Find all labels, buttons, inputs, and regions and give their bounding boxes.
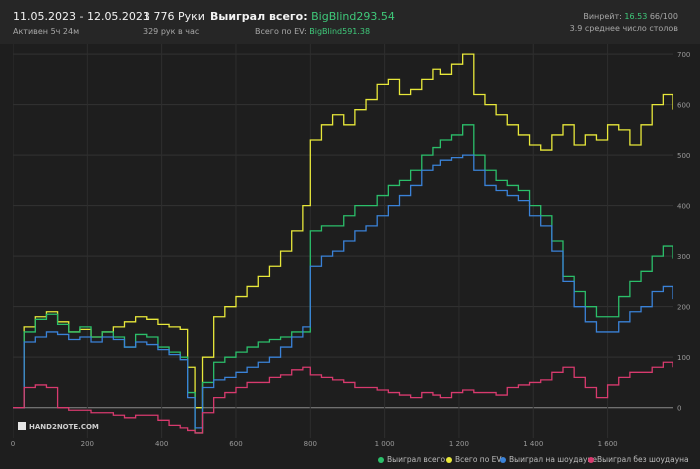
- dot-icon: [446, 457, 452, 463]
- dot-icon: [500, 457, 506, 463]
- dot-icon: [588, 457, 594, 463]
- hand2note-logo: HAND2NOTE.COM: [18, 422, 99, 431]
- winrate-value: 16.53: [624, 12, 648, 21]
- x-tick-label: 1 600: [598, 440, 618, 448]
- legend-item-ev[interactable]: Всего по EV: [446, 455, 502, 464]
- ev-value: BigBlind591.38: [309, 27, 371, 36]
- ev-label: Всего по EV:: [255, 27, 307, 36]
- x-ticks: 0 200 400 600 800 1 000 1 200 1 400 1 600: [11, 440, 618, 448]
- legend-label: Выиграл всего: [387, 455, 446, 464]
- plot-area: [12, 44, 674, 438]
- legend-label: Выиграл на шоудауне: [509, 455, 597, 464]
- winrate: Винрейт: 16.53 66/100: [583, 12, 678, 21]
- legend-label: Всего по EV: [455, 455, 502, 464]
- y-tick-label: 600: [677, 102, 690, 110]
- x-tick-label: 600: [229, 440, 242, 448]
- y-tick-label: 300: [677, 253, 690, 261]
- grid: [12, 44, 673, 438]
- date-range: 11.05.2023 - 12.05.2023: [13, 10, 150, 23]
- x-tick-label: 200: [81, 440, 94, 448]
- won-total: Выиграл всего: BigBlind293.54: [210, 10, 395, 23]
- won-total-label: Выиграл всего:: [210, 10, 308, 23]
- logo-icon: [18, 422, 26, 430]
- series-line: [13, 53, 674, 409]
- y-tick-label: 100: [677, 354, 690, 362]
- x-tick-label: 0: [11, 440, 15, 448]
- y-tick-label: 700: [677, 51, 690, 59]
- won-total-value: BigBlind293.54: [311, 10, 395, 23]
- hands-per-hour: 329 рук в час: [143, 27, 200, 36]
- chart-header: [0, 0, 700, 44]
- series-line: [13, 124, 674, 434]
- avg-tables: 3.9 среднее число столов: [569, 24, 678, 33]
- legend-item-nonshowdown[interactable]: Выиграл без шоудауна: [588, 455, 689, 464]
- series-line: [13, 361, 674, 434]
- series-line: [13, 154, 674, 429]
- hands-count: 1 776 Руки: [143, 10, 205, 23]
- legend-item-showdown[interactable]: Выиграл на шоудауне: [500, 455, 597, 464]
- legend-item-won[interactable]: Выиграл всего: [378, 455, 445, 464]
- x-tick-label: 400: [155, 440, 168, 448]
- ev-total: Всего по EV: BigBlind591.38: [255, 27, 370, 36]
- y-tick-label: 200: [677, 304, 690, 312]
- dot-icon: [378, 457, 384, 463]
- y-tick-label: 500: [677, 152, 690, 160]
- x-tick-label: 1 200: [449, 440, 469, 448]
- chart-svg: [12, 44, 674, 438]
- legend-label: Выиграл без шоудауна: [597, 455, 689, 464]
- y-ticks: 0 100 200 300 400 500 600 700: [677, 51, 690, 413]
- series-lines: [13, 53, 674, 434]
- winrate-sample: 66/100: [649, 12, 678, 21]
- y-tick-label: 400: [677, 203, 690, 211]
- x-tick-label: 1 000: [375, 440, 395, 448]
- x-tick-label: 800: [304, 440, 317, 448]
- x-tick-label: 1 400: [523, 440, 543, 448]
- winrate-label: Винрейт:: [583, 12, 622, 21]
- logo-text: HAND2NOTE.COM: [29, 423, 99, 431]
- active-time: Активен 5ч 24м: [13, 27, 80, 36]
- y-tick-label: 0: [677, 405, 681, 413]
